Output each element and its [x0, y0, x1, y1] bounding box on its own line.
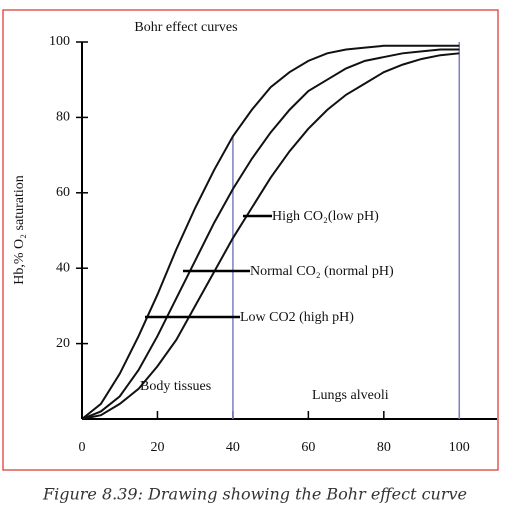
x-tick-label: 60 [301, 440, 315, 455]
x-tick-label: 20 [150, 440, 164, 455]
y-tick-label: 20 [56, 336, 70, 351]
annotation: Body tissues [140, 379, 211, 394]
x-tick-label: 40 [226, 440, 240, 455]
chart-frame [2, 9, 499, 471]
x-tick-label: 80 [377, 440, 391, 455]
x-tick-label: 100 [449, 440, 470, 455]
figure-caption: Figure 8.39: Drawing showing the Bohr ef… [42, 485, 467, 504]
y-tick-label: 60 [56, 185, 70, 200]
y-tick-label: 80 [56, 110, 70, 125]
annotation: Lungs alveoli [312, 388, 389, 403]
curve [81, 52, 460, 420]
curve [81, 44, 460, 420]
series-label: Normal CO₂ (normal pH) [250, 264, 394, 279]
x-tick-label: 0 [79, 440, 86, 455]
series-label: High CO₂(low pH) [272, 209, 379, 224]
y-tick-label: 40 [56, 260, 70, 275]
y-axis-label: Hb,% O₂ saturation [12, 175, 27, 284]
chart-title: Bohr effect curves [134, 20, 237, 35]
y-tick-label: 100 [49, 34, 70, 49]
series-label: Low CO2 (high pH) [240, 310, 354, 325]
curve [81, 48, 460, 420]
